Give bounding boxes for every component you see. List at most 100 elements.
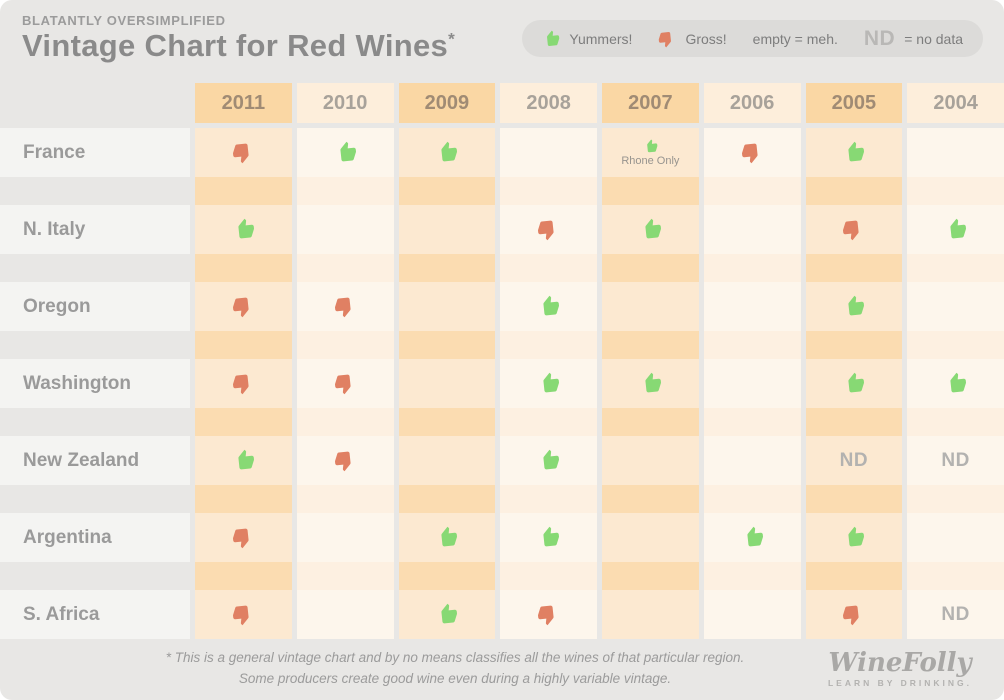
cell-s-africa-2005 — [805, 590, 903, 639]
cell-washington-2009 — [398, 359, 496, 408]
year-header-2010: 2010 — [296, 83, 394, 123]
spacer-cell — [398, 177, 496, 205]
cell-argentina-2009 — [398, 513, 496, 562]
spacer-cell — [398, 485, 496, 513]
region-label-france: France — [0, 128, 190, 177]
cell-argentina-2007 — [602, 513, 699, 562]
spacer-cell — [398, 408, 496, 436]
no-data-label: ND — [941, 449, 970, 471]
spacer-cell — [195, 331, 292, 359]
spacer-cell — [703, 562, 801, 590]
no-data-label: ND — [941, 603, 970, 625]
cell-s-africa-2009 — [398, 590, 496, 639]
spacer-cell — [907, 408, 1004, 436]
cell-france-2006 — [703, 128, 801, 177]
kicker-text: BLATANTLY OVERSIMPLIFIED — [22, 13, 226, 28]
spacer-cell — [602, 254, 699, 282]
spacer-cell — [602, 177, 699, 205]
spacer-cell — [398, 331, 496, 359]
spacer-cell — [500, 485, 597, 513]
cell-oregon-2006 — [703, 282, 801, 331]
spacer-cell — [296, 562, 394, 590]
spacer-cell — [296, 177, 394, 205]
thumbs-up-icon — [434, 525, 459, 550]
spacer-cell — [195, 562, 292, 590]
cell-oregon-2010 — [296, 282, 394, 331]
table-row: New Zealand ND ND — [0, 436, 1004, 485]
table-row: S. Africa ND — [0, 590, 1004, 639]
table-row: N. Italy — [0, 205, 1004, 254]
thumbs-down-icon — [739, 140, 764, 165]
region-label-oregon: Oregon — [0, 282, 190, 331]
spacer-cell — [907, 254, 1004, 282]
thumbs-up-icon — [536, 371, 561, 396]
cell-washington-2006 — [703, 359, 801, 408]
spacer-label-gap — [0, 408, 190, 436]
spacer-row — [0, 331, 1004, 359]
winefolly-logo: WineFolly LEARN BY DRINKING. — [814, 650, 986, 688]
thumbs-up-icon — [536, 448, 561, 473]
thumbs-down-icon — [841, 217, 866, 242]
thumbs-down-icon — [231, 371, 256, 396]
cell-n-italy-2009 — [398, 205, 496, 254]
spacer-row — [0, 177, 1004, 205]
spacer-cell — [296, 485, 394, 513]
thumbs-down-icon — [231, 525, 256, 550]
spacer-cell — [398, 562, 496, 590]
legend-nd-label: ND — [863, 26, 896, 50]
thumbs-up-icon — [638, 217, 663, 242]
thumbs-up-icon — [536, 525, 561, 550]
thumbs-up-icon — [231, 217, 256, 242]
logo-tagline-text: LEARN BY DRINKING. — [827, 678, 973, 688]
spacer-cell — [500, 331, 597, 359]
cell-s-africa-2011 — [195, 590, 292, 639]
cell-new-zealand-2007 — [602, 436, 699, 485]
spacer-cell — [500, 177, 597, 205]
spacer-cell — [907, 485, 1004, 513]
year-header-2006: 2006 — [703, 83, 801, 123]
spacer-cell — [602, 562, 699, 590]
table-row: Washington — [0, 359, 1004, 408]
cell-new-zealand-2011 — [195, 436, 292, 485]
cell-s-africa-2004: ND — [907, 590, 1004, 639]
thumbs-down-icon — [332, 371, 357, 396]
cell-note: Rhone Only — [621, 154, 680, 167]
table-row: Oregon — [0, 282, 1004, 331]
legend-gross-label: Gross! — [685, 30, 727, 47]
footnote: * This is a general vintage chart and by… — [96, 648, 814, 690]
cell-s-africa-2006 — [703, 590, 801, 639]
cell-washington-2011 — [195, 359, 292, 408]
region-label-s-africa: S. Africa — [0, 590, 190, 639]
cell-n-italy-2010 — [296, 205, 394, 254]
cell-n-italy-2011 — [195, 205, 292, 254]
cell-new-zealand-2005: ND — [805, 436, 903, 485]
thumbs-up-icon — [542, 29, 562, 49]
thumbs-down-icon — [231, 294, 256, 319]
spacer-cell — [500, 254, 597, 282]
year-header-2008: 2008 — [500, 83, 597, 123]
cell-washington-2010 — [296, 359, 394, 408]
cell-oregon-2008 — [500, 282, 597, 331]
legend-nd-text: = no data — [904, 30, 963, 47]
thumbs-up-icon — [638, 371, 663, 396]
region-label-n-italy: N. Italy — [0, 205, 190, 254]
thumbs-down-icon — [536, 217, 561, 242]
cell-argentina-2004 — [907, 513, 1004, 562]
cell-france-2004 — [907, 128, 1004, 177]
thumbs-up-icon — [231, 448, 256, 473]
spacer-cell — [805, 408, 903, 436]
cell-n-italy-2007 — [602, 205, 699, 254]
spacer-cell — [805, 254, 903, 282]
thumbs-up-icon — [841, 525, 866, 550]
legend-yummers-label: Yummers! — [569, 30, 633, 47]
cell-france-2005 — [805, 128, 903, 177]
year-header-2007: 2007 — [602, 83, 699, 123]
spacer-row — [0, 408, 1004, 436]
spacer-label-gap — [0, 485, 190, 513]
thumbs-up-icon — [536, 294, 561, 319]
footnote-line-1: * This is a general vintage chart and by… — [165, 650, 745, 666]
spacer-cell — [703, 177, 801, 205]
spacer-cell — [602, 331, 699, 359]
spacer-cell — [703, 331, 801, 359]
spacer-cell — [602, 485, 699, 513]
